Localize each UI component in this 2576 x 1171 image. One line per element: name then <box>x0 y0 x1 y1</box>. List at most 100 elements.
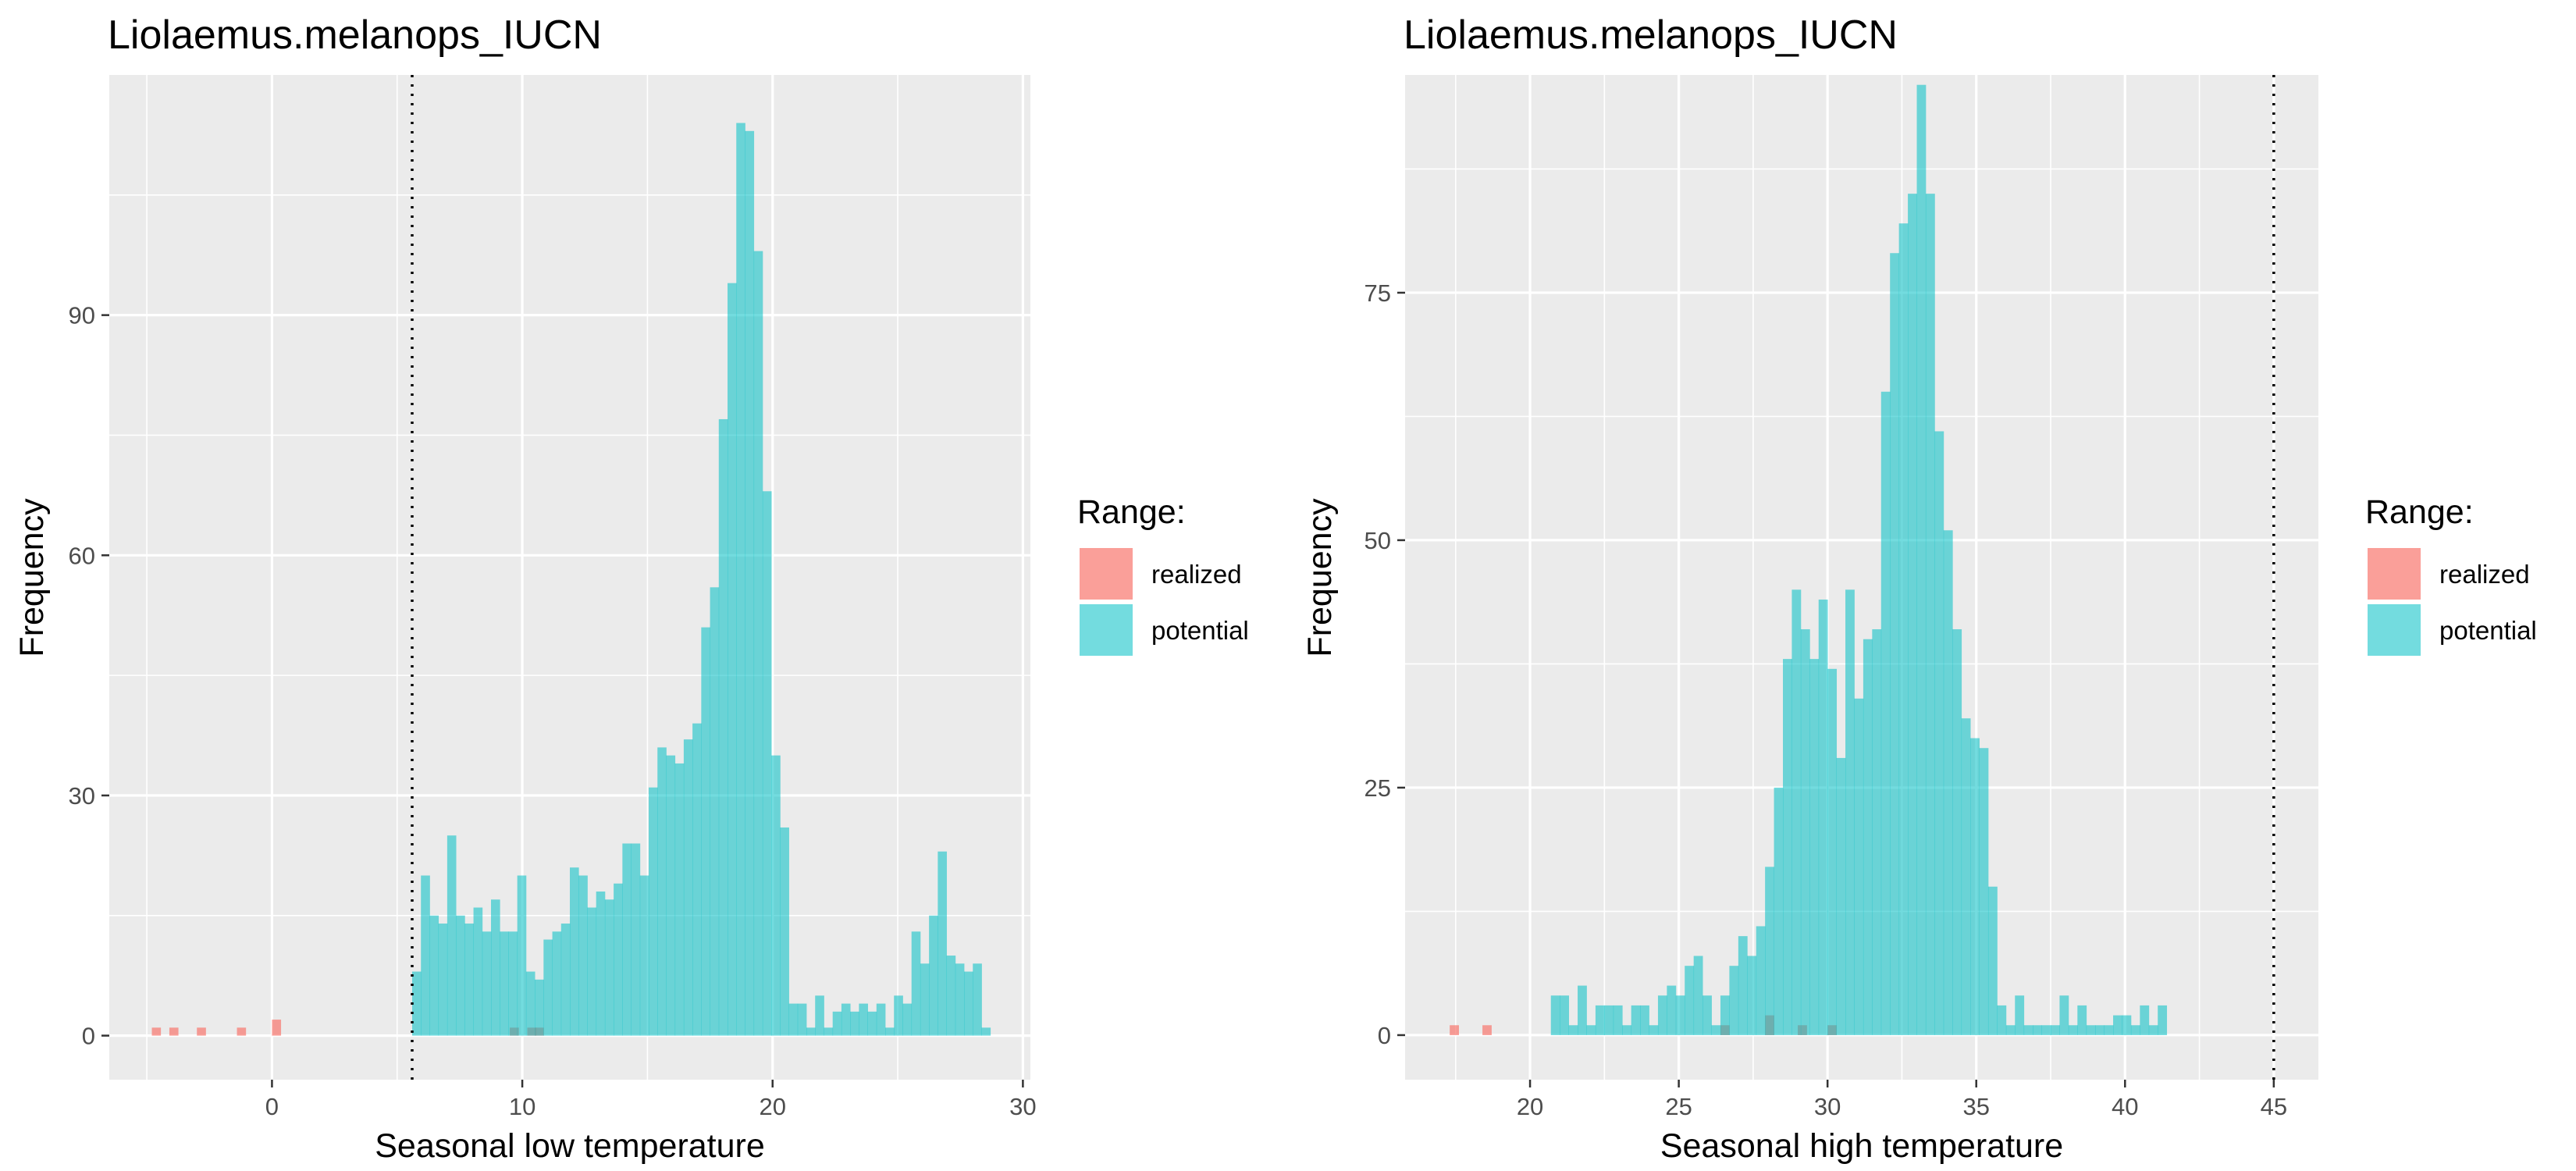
potential-bar <box>1756 926 1766 1035</box>
potential-bar <box>929 915 938 1036</box>
potential-bar <box>649 787 658 1036</box>
potential-bar <box>2122 1015 2132 1035</box>
potential-bar <box>1550 995 1560 1035</box>
potential-bar <box>1845 589 1855 1035</box>
potential-bar <box>876 1003 886 1036</box>
x-tick-label: 10 <box>509 1093 535 1120</box>
potential-bar <box>1711 1025 1721 1035</box>
potential-bar <box>824 1027 834 1036</box>
potential-bar <box>1934 431 1944 1035</box>
potential-bar <box>946 956 956 1036</box>
y-tick-label: 90 <box>69 302 95 329</box>
potential-bar <box>1667 985 1677 1035</box>
potential-bar <box>560 924 571 1036</box>
chart-svg: Liolaemus.melanops_IUCN 0 10 20 30 0306090 … <box>13 12 1249 1165</box>
x-axis-title: Seasonal high temperature <box>1660 1127 2063 1165</box>
realized-bar <box>169 1027 179 1036</box>
potential-bar <box>1568 1025 1578 1035</box>
potential-bar <box>1809 659 1820 1035</box>
x-axis-ticks: 0 10 20 30 <box>265 1080 1037 1120</box>
potential-bar <box>955 963 965 1036</box>
potential-bar <box>1685 966 1695 1035</box>
potential-bar <box>1800 629 1810 1035</box>
legend-label-potential: potential <box>2439 616 2537 645</box>
potential-bar <box>894 995 903 1036</box>
potential-bar <box>1961 718 1971 1035</box>
y-axis-ticks: 0 30 60 90 <box>69 302 109 1050</box>
legend-swatch-realized <box>1080 548 1133 600</box>
potential-bar <box>2015 995 2025 1035</box>
potential-bar <box>2068 1025 2078 1035</box>
potential-bar <box>902 1003 913 1036</box>
potential-bar <box>1925 194 1935 1035</box>
x-tick-label: 45 <box>2261 1093 2287 1120</box>
potential-bar <box>1818 600 1828 1035</box>
potential-bar <box>2023 1025 2033 1035</box>
potential-bar <box>815 995 824 1036</box>
realized-bar <box>237 1027 247 1036</box>
potential-bar <box>1729 966 1739 1035</box>
potential-bar <box>631 843 641 1036</box>
potential-bar <box>2104 1025 2114 1035</box>
x-tick-label: 40 <box>2112 1093 2138 1120</box>
realized-bar <box>151 1027 162 1036</box>
potential-bar <box>2051 1025 2060 1035</box>
potential-bar <box>911 931 921 1036</box>
legend: Range: realized potential <box>2365 493 2537 656</box>
potential-bar <box>1908 194 1917 1035</box>
potential-bar <box>464 924 474 1036</box>
chart-title: Liolaemus.melanops_IUCN <box>108 12 602 58</box>
potential-bar <box>797 1003 807 1036</box>
potential-bar <box>1560 995 1570 1035</box>
potential-bar <box>701 627 710 1036</box>
potential-bar <box>596 892 606 1036</box>
potential-bars <box>1550 84 2168 1035</box>
potential-bar <box>1657 995 1667 1035</box>
grid-lines <box>109 75 1030 1080</box>
y-axis-title: Frequency <box>13 498 51 657</box>
potential-bar <box>753 251 763 1036</box>
potential-bar <box>2140 1005 2150 1035</box>
potential-bar <box>517 875 527 1036</box>
potential-bar <box>867 1011 877 1036</box>
legend-swatch-potential <box>2368 604 2421 656</box>
potential-bar <box>2158 1005 2168 1035</box>
y-tick-label: 0 <box>1378 1022 1391 1049</box>
potential-bar <box>762 491 772 1036</box>
potential-bar <box>692 723 702 1036</box>
chart-title: Liolaemus.melanops_IUCN <box>1404 12 1898 58</box>
potential-bar <box>1872 629 1882 1035</box>
potential-bar <box>1854 698 1864 1035</box>
potential-bar <box>2148 1025 2158 1035</box>
potential-bar <box>2059 995 2069 1035</box>
y-tick-label: 25 <box>1364 774 1391 802</box>
potential-bar <box>1774 787 1784 1035</box>
potential-bar <box>2113 1015 2122 1035</box>
x-tick-label: 35 <box>1962 1093 1989 1120</box>
potential-bar <box>456 915 465 1036</box>
potential-bar <box>438 924 448 1036</box>
potential-bar <box>1595 1005 1605 1035</box>
potential-bar <box>666 755 676 1036</box>
y-tick-label: 30 <box>69 782 95 810</box>
potential-bar <box>614 883 623 1036</box>
potential-bar <box>1747 956 1757 1035</box>
realized-bar <box>1450 1025 1459 1035</box>
potential-bar <box>1880 391 1891 1035</box>
potential-bar <box>710 587 720 1036</box>
y-axis-ticks: 0 25 50 75 <box>1364 279 1405 1049</box>
potential-bar <box>938 851 947 1036</box>
realized-bar <box>197 1027 206 1036</box>
potential-bar <box>1997 1005 2007 1035</box>
x-axis-ticks: 20 25 30 35 40 45 <box>1517 1080 2287 1120</box>
potential-bar <box>2077 1005 2087 1035</box>
legend-swatch-potential <box>1080 604 1133 656</box>
potential-bar <box>2095 1025 2105 1035</box>
potential-bar <box>2005 1025 2016 1035</box>
potential-bar <box>2086 1025 2096 1035</box>
potential-bar <box>543 939 553 1036</box>
realized-bar <box>1482 1025 1492 1035</box>
potential-bar <box>1649 1025 1659 1035</box>
x-tick-label: 20 <box>1517 1093 1543 1120</box>
potential-bar <box>570 867 579 1036</box>
